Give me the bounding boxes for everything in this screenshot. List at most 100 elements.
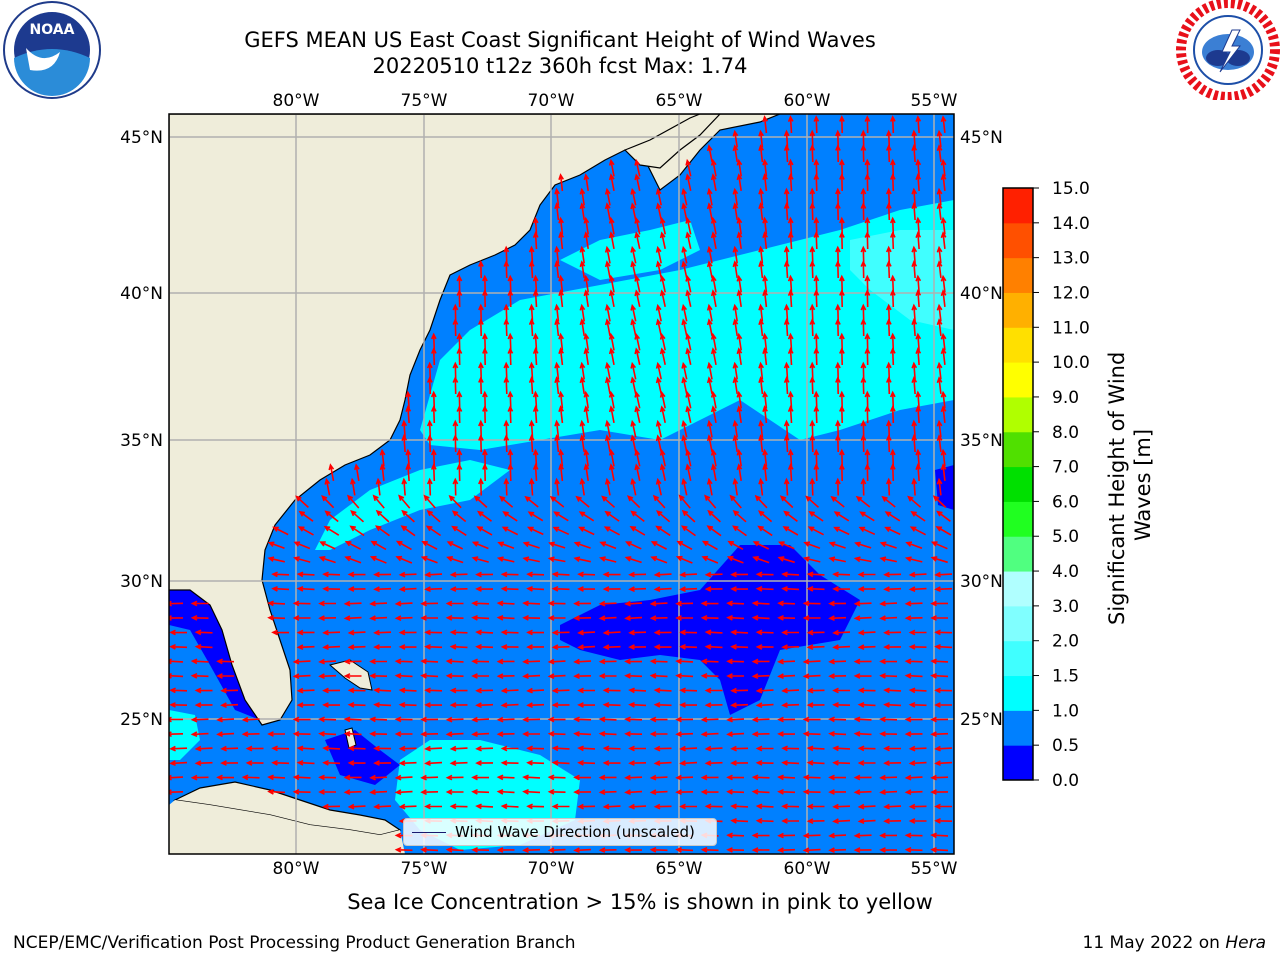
wave-direction-arrow	[904, 731, 923, 737]
wave-direction-arrow	[503, 376, 510, 395]
wave-direction-arrow	[706, 144, 713, 163]
wave-direction-arrow	[936, 202, 943, 220]
wave-direction-arrow	[398, 760, 417, 767]
wave-direction-arrow	[292, 716, 311, 723]
wave-direction-arrow	[547, 658, 566, 665]
wave-direction-arrow	[908, 701, 927, 708]
wave-direction-arrow	[446, 541, 464, 550]
wave-direction-arrow	[681, 260, 688, 278]
lat-label-right: 30°N	[960, 572, 1003, 592]
wave-direction-arrow	[347, 586, 366, 592]
wave-direction-arrow	[704, 702, 723, 708]
wave-direction-arrow	[650, 541, 667, 550]
wave-direction-arrow	[783, 477, 790, 496]
nws-logo	[1176, 0, 1280, 104]
wave-direction-arrow	[190, 600, 209, 607]
wave-direction-arrow	[710, 390, 717, 409]
wave-direction-arrow	[456, 274, 463, 293]
wave-direction-arrow	[758, 129, 764, 148]
wave-direction-arrow	[915, 115, 922, 134]
wave-direction-arrow	[751, 774, 770, 781]
wave-direction-arrow	[420, 716, 439, 723]
wave-direction-arrow	[630, 260, 637, 278]
colorbar-segment	[1003, 571, 1033, 607]
wave-direction-arrow	[730, 702, 749, 709]
colorbar-segment	[1003, 188, 1033, 224]
wave-direction-arrow	[915, 216, 922, 235]
colorbar-segment	[1003, 222, 1033, 259]
sea-ice-note-text: Sea Ice Concentration > 15% is shown in …	[347, 890, 933, 914]
wave-direction-arrow	[573, 847, 592, 854]
wave-direction-arrow	[293, 556, 311, 563]
wave-direction-arrow	[839, 390, 845, 409]
wave-direction-arrow	[401, 419, 408, 438]
wave-direction-arrow	[322, 571, 341, 578]
wave-direction-arrow	[883, 760, 902, 767]
wave-direction-arrow	[911, 477, 918, 496]
wave-direction-arrow	[426, 376, 433, 395]
wave-direction-arrow	[857, 760, 876, 766]
colorbar-tick-label: 14.0	[1052, 214, 1090, 234]
wave-direction-arrow	[554, 434, 560, 453]
wave-direction-arrow	[905, 541, 923, 550]
wave-direction-arrow	[885, 376, 892, 395]
wave-direction-arrow	[655, 245, 662, 264]
wave-direction-arrow	[706, 202, 713, 221]
wave-direction-arrow	[930, 541, 948, 550]
wave-direction-arrow	[445, 614, 464, 621]
wave-direction-arrow	[527, 526, 544, 536]
wave-direction-arrow	[889, 405, 896, 424]
wave-direction-arrow	[575, 495, 590, 508]
wave-direction-arrow	[655, 303, 662, 322]
wave-direction-arrow	[659, 274, 666, 293]
wave-direction-arrow	[526, 759, 545, 766]
wave-direction-arrow	[835, 260, 841, 279]
wave-direction-arrow	[292, 788, 311, 795]
wave-direction-arrow	[624, 774, 643, 781]
wave-direction-arrow	[802, 774, 821, 781]
wave-direction-arrow	[710, 332, 717, 351]
wave-direction-arrow	[704, 643, 723, 650]
wave-direction-arrow	[879, 615, 898, 622]
wave-direction-arrow	[781, 585, 800, 592]
wave-direction-arrow	[679, 803, 697, 810]
footer-date-text: 11 May 2022 on	[1082, 933, 1226, 953]
wave-direction-arrow	[558, 173, 564, 192]
wave-direction-arrow	[318, 730, 337, 737]
wave-direction-arrow	[853, 600, 872, 607]
wave-direction-arrow	[806, 687, 825, 694]
wave-direction-arrow	[934, 745, 953, 752]
wave-direction-arrow	[710, 231, 717, 250]
wave-direction-arrow	[783, 376, 790, 395]
wave-direction-arrow	[604, 202, 611, 221]
wave-direction-arrow	[522, 541, 540, 549]
wave-direction-arrow	[911, 187, 918, 206]
wave-direction-arrow	[424, 745, 443, 752]
wave-direction-arrow	[758, 245, 764, 264]
wave-direction-arrow	[835, 202, 841, 221]
wave-direction-arrow	[755, 745, 774, 752]
wave-direction-arrow	[194, 643, 213, 650]
wave-direction-arrow	[650, 556, 668, 564]
wave-direction-arrow	[806, 629, 825, 636]
wave-direction-arrow	[604, 260, 611, 279]
wave-direction-arrow	[911, 260, 918, 279]
wave-direction-arrow	[318, 658, 337, 665]
wave-direction-arrow	[503, 434, 510, 453]
wave-direction-arrow	[853, 789, 872, 796]
wave-direction-arrow	[813, 115, 820, 134]
wave-direction-arrow	[405, 405, 412, 424]
wave-direction-arrow	[328, 463, 335, 482]
wave-direction-arrow	[915, 347, 922, 366]
wave-direction-arrow	[395, 555, 413, 564]
wave-direction-arrow	[736, 289, 743, 308]
wave-direction-arrow	[777, 600, 796, 607]
noaa-logo-text: NOAA	[30, 22, 75, 38]
wave-direction-arrow	[730, 571, 749, 578]
wave-direction-arrow	[347, 494, 360, 509]
wave-direction-arrow	[475, 629, 494, 636]
wave-direction-arrow	[809, 318, 816, 337]
calm-zone-east	[935, 465, 954, 510]
wave-direction-arrow	[271, 759, 290, 766]
